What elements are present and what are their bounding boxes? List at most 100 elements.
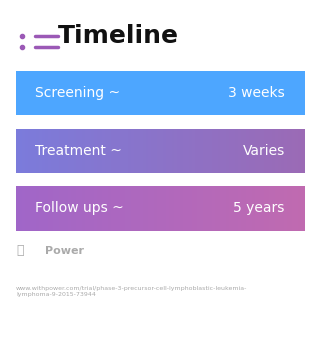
Bar — [264, 71, 267, 115]
Bar — [261, 71, 264, 115]
Bar — [48, 186, 51, 231]
Bar — [290, 129, 293, 173]
Bar — [261, 129, 264, 173]
Bar — [108, 71, 112, 115]
Bar — [154, 129, 158, 173]
Bar — [206, 71, 210, 115]
Bar — [160, 71, 164, 115]
Bar — [287, 71, 290, 115]
Bar — [53, 71, 57, 115]
Bar — [42, 186, 45, 231]
Bar — [275, 129, 279, 173]
Bar — [117, 71, 120, 115]
Bar — [97, 129, 100, 173]
Bar — [269, 71, 273, 115]
Bar — [134, 129, 138, 173]
Bar — [235, 71, 238, 115]
Bar — [74, 186, 77, 231]
Bar — [246, 71, 250, 115]
Bar — [301, 71, 305, 115]
Bar — [252, 186, 256, 231]
Bar — [249, 129, 253, 173]
Bar — [148, 129, 152, 173]
Bar — [120, 186, 123, 231]
Bar — [123, 186, 126, 231]
Bar — [275, 186, 279, 231]
Bar — [111, 129, 115, 173]
Bar — [215, 186, 218, 231]
Bar — [235, 186, 238, 231]
Bar — [232, 129, 236, 173]
Bar — [143, 129, 146, 173]
Bar — [298, 129, 302, 173]
Bar — [102, 71, 106, 115]
Bar — [71, 186, 74, 231]
Bar — [148, 71, 152, 115]
Bar — [33, 129, 37, 173]
Bar — [229, 129, 233, 173]
Bar — [186, 71, 189, 115]
Bar — [76, 71, 80, 115]
Bar — [255, 71, 259, 115]
Bar — [203, 129, 207, 173]
Bar — [108, 129, 112, 173]
Bar — [174, 129, 178, 173]
Bar — [25, 71, 28, 115]
Bar — [177, 186, 181, 231]
Bar — [169, 186, 172, 231]
Bar — [229, 186, 233, 231]
Bar — [298, 186, 302, 231]
Bar — [258, 129, 261, 173]
Bar — [177, 71, 181, 115]
Text: Screening ~: Screening ~ — [35, 86, 120, 100]
Bar — [238, 129, 241, 173]
Text: Follow ups ~: Follow ups ~ — [35, 201, 124, 216]
Bar — [212, 186, 215, 231]
Bar — [71, 71, 74, 115]
Bar — [22, 186, 25, 231]
Bar — [267, 186, 270, 231]
Bar — [74, 71, 77, 115]
Bar — [140, 71, 143, 115]
Bar — [192, 71, 195, 115]
Bar — [62, 186, 66, 231]
Bar — [290, 71, 293, 115]
Bar — [16, 186, 20, 231]
Bar — [157, 71, 161, 115]
Bar — [146, 186, 149, 231]
Bar — [97, 186, 100, 231]
Bar — [278, 186, 282, 231]
Bar — [85, 71, 89, 115]
Bar — [292, 186, 296, 231]
Bar — [117, 186, 120, 231]
Bar — [131, 129, 135, 173]
Bar — [183, 129, 187, 173]
Bar — [160, 186, 164, 231]
Bar — [76, 129, 80, 173]
Bar — [74, 129, 77, 173]
Text: ⛊: ⛊ — [16, 244, 23, 257]
Bar — [172, 71, 175, 115]
Bar — [56, 186, 60, 231]
Bar — [212, 71, 215, 115]
Bar — [298, 71, 302, 115]
Bar — [186, 186, 189, 231]
Bar — [209, 71, 212, 115]
Bar — [36, 129, 40, 173]
Bar — [295, 71, 299, 115]
Bar — [215, 71, 218, 115]
Bar — [215, 129, 218, 173]
Bar — [275, 71, 279, 115]
Bar — [51, 186, 54, 231]
Bar — [157, 186, 161, 231]
Bar — [195, 71, 198, 115]
Bar — [56, 129, 60, 173]
Bar — [120, 129, 123, 173]
Bar — [180, 186, 184, 231]
Bar — [261, 186, 264, 231]
Bar — [249, 186, 253, 231]
Bar — [134, 71, 138, 115]
Bar — [16, 71, 20, 115]
Bar — [252, 129, 256, 173]
Bar — [28, 186, 31, 231]
